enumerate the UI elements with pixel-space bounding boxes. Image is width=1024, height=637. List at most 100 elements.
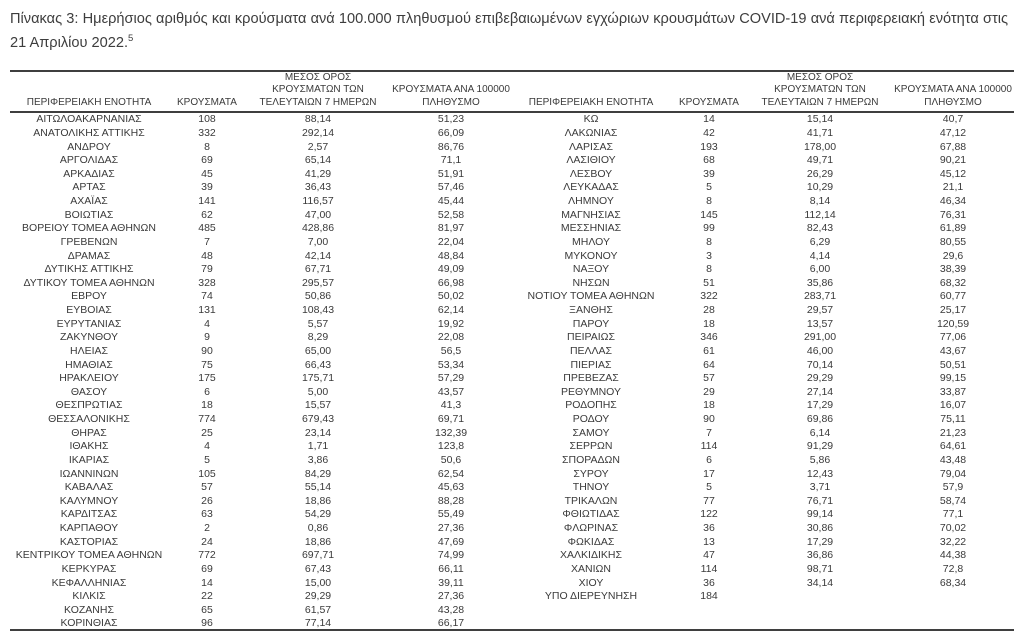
region-cell: ΘΕΣΣΑΛΟΝΙΚΗΣ [48, 413, 130, 426]
per100k-cell: 32,22 [939, 535, 967, 548]
region-cell: ΒΟΡΕΙΟΥ ΤΟΜΕΑ ΑΘΗΝΩΝ [22, 222, 156, 235]
avg7-cell: 7,00 [307, 235, 329, 248]
per100k-cell: 120,59 [936, 317, 970, 330]
region-cell: ΚΙΛΚΙΣ [72, 590, 106, 603]
region-cell: ΣΠΟΡΑΔΩΝ [562, 453, 620, 466]
region-cell: ΤΡΙΚΑΛΩΝ [564, 494, 618, 507]
per100k-cell: 48,84 [437, 249, 465, 262]
per100k-cell: 64,61 [939, 440, 967, 453]
avg7-cell: 428,86 [301, 222, 335, 235]
cases-cell: 57 [703, 372, 715, 385]
region-cell: ΔΥΤΙΚΗΣ ΑΤΤΙΚΗΣ [44, 263, 134, 276]
avg7-cell: 46,00 [806, 344, 834, 357]
per100k-cell: 45,63 [437, 481, 465, 494]
table-row: ΕΒΡΟΥ 74 50,86 50,02 [10, 290, 512, 304]
region-cell: ΣΑΜΟΥ [572, 426, 610, 439]
table-row: ΜΥΚΟΝΟΥ 3 4,14 29,6 [512, 249, 1014, 263]
avg7-cell: 54,29 [304, 508, 332, 521]
avg7-cell: 34,14 [806, 576, 834, 589]
table-header-row: ΠΕΡΙΦΕΡΕΙΑΚΗ ΕΝΟΤΗΤΑ ΚΡΟΥΣΜΑΤΑ ΜΕΣΟΣ ΟΡΟ… [512, 72, 1014, 113]
avg7-cell: 17,29 [806, 399, 834, 412]
avg7-cell: 2,57 [307, 140, 329, 153]
avg7-cell: 108,43 [301, 304, 335, 317]
cases-cell: 45 [201, 167, 213, 180]
region-cell: ΧΑΝΙΩΝ [571, 562, 611, 575]
cases-cell: 63 [201, 508, 213, 521]
cases-cell: 65 [201, 603, 213, 616]
avg7-cell: 69,86 [806, 413, 834, 426]
avg7-cell: 65,00 [304, 344, 332, 357]
per100k-cell: 43,67 [939, 344, 967, 357]
per100k-cell: 58,74 [939, 494, 967, 507]
cases-cell: 772 [198, 549, 216, 562]
table-row: ΣΥΡΟΥ 17 12,43 79,04 [512, 467, 1014, 481]
avg7-cell: 8,14 [809, 195, 831, 208]
cases-cell: 17 [703, 467, 715, 480]
per100k-cell: 62,54 [437, 467, 465, 480]
region-cell: ΙΚΑΡΙΑΣ [68, 453, 110, 466]
per100k-cell: 25,17 [939, 304, 967, 317]
table-row: ΛΑΣΙΘΙΟΥ 68 49,71 90,21 [512, 154, 1014, 168]
cases-cell: 18 [201, 399, 213, 412]
column-header-cases: ΚΡΟΥΣΜΑΤΑ [177, 96, 237, 108]
table-row: ΣΕΡΡΩΝ 114 91,29 64,61 [512, 440, 1014, 454]
column-header-per100k: ΚΡΟΥΣΜΑΤΑ ΑΝΑ 100000 ΠΛΗΘΥΣΜΟ [894, 84, 1012, 108]
avg7-cell: 30,86 [806, 522, 834, 535]
avg7-cell: 67,71 [304, 263, 332, 276]
per100k-cell: 61,89 [939, 222, 967, 235]
cases-cell: 131 [198, 304, 216, 317]
table-row: ΚΙΛΚΙΣ 22 29,29 27,36 [10, 590, 512, 604]
table-row: ΕΥΡΥΤΑΝΙΑΣ 4 5,57 19,92 [10, 317, 512, 331]
region-cell: ΛΑΚΩΝΙΑΣ [564, 126, 618, 139]
cases-cell: 9 [204, 331, 210, 344]
cases-cell: 122 [700, 508, 718, 521]
table-row: ΗΛΕΙΑΣ 90 65,00 56,5 [10, 345, 512, 359]
cases-cell: 3 [706, 249, 712, 262]
table-row: ΡΟΔΟΥ 90 69,86 75,11 [512, 413, 1014, 427]
region-cell: ΘΑΣΟΥ [70, 385, 108, 398]
per100k-cell: 68,32 [939, 276, 967, 289]
table-caption: Πίνακας 3: Ημερήσιος αριθμός και κρούσμα… [10, 7, 1008, 55]
avg7-cell: 4,14 [809, 249, 831, 262]
avg7-cell: 10,29 [806, 181, 834, 194]
per100k-cell: 57,9 [942, 481, 964, 494]
cases-cell: 5 [706, 181, 712, 194]
cases-cell: 774 [198, 413, 216, 426]
footnote-reference: 5 [128, 33, 134, 45]
table-row: ΛΕΣΒΟΥ 39 26,29 45,12 [512, 168, 1014, 182]
cases-cell: 108 [198, 113, 216, 126]
region-cell: ΑΡΚΑΔΙΑΣ [63, 167, 115, 180]
cases-cell: 8 [706, 235, 712, 248]
per100k-cell: 66,98 [437, 276, 465, 289]
avg7-cell: 42,14 [304, 249, 332, 262]
cases-cell: 14 [703, 113, 715, 126]
per100k-cell: 81,97 [437, 222, 465, 235]
column-header-cases: ΚΡΟΥΣΜΑΤΑ [679, 96, 739, 108]
table-row: ΘΑΣΟΥ 6 5,00 43,57 [10, 386, 512, 400]
avg7-cell: 91,29 [806, 440, 834, 453]
region-cell: ΔΥΤΙΚΟΥ ΤΟΜΕΑ ΑΘΗΝΩΝ [23, 276, 155, 289]
per100k-cell: 47,69 [437, 535, 465, 548]
cases-cell: 6 [706, 453, 712, 466]
per100k-cell: 46,34 [939, 195, 967, 208]
region-cell: ΑΝΔΡΟΥ [67, 140, 111, 153]
cases-cell: 69 [201, 562, 213, 575]
per100k-cell: 74,99 [437, 549, 465, 562]
avg7-cell: 29,57 [806, 304, 834, 317]
per100k-cell: 70,02 [939, 522, 967, 535]
per100k-cell: 55,49 [437, 508, 465, 521]
per100k-cell: 49,09 [437, 263, 465, 276]
per100k-cell: 50,6 [440, 453, 462, 466]
table-row: ΔΥΤΙΚΟΥ ΤΟΜΕΑ ΑΘΗΝΩΝ 328 295,57 66,98 [10, 277, 512, 291]
per100k-cell: 76,31 [939, 208, 967, 221]
per100k-cell: 19,92 [437, 317, 465, 330]
per100k-cell: 27,36 [437, 590, 465, 603]
avg7-cell: 6,14 [809, 426, 831, 439]
cases-cell: 75 [201, 358, 213, 371]
cases-cell: 22 [201, 590, 213, 603]
per100k-cell: 66,09 [437, 126, 465, 139]
region-cell: ΛΕΥΚΑΔΑΣ [563, 181, 619, 194]
region-cell: ΚΑΡΔΙΤΣΑΣ [60, 508, 118, 521]
avg7-cell: 17,29 [806, 535, 834, 548]
region-cell: ΛΕΣΒΟΥ [569, 167, 613, 180]
